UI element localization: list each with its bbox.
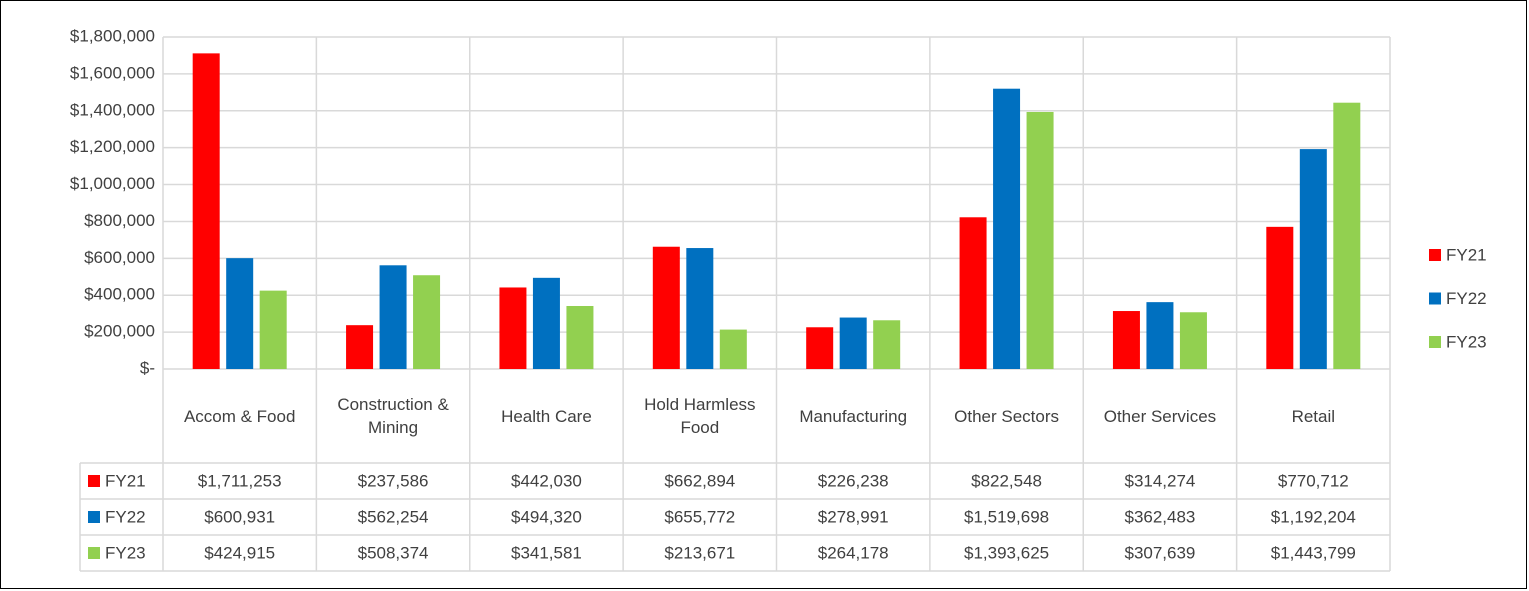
table-legend-key: [88, 475, 100, 487]
bar: [873, 320, 901, 369]
table-cell: $1,393,625: [964, 543, 1049, 562]
bar: [259, 290, 287, 369]
bar: [346, 325, 374, 369]
table-cell: $770,712: [1278, 471, 1349, 490]
legend-label: FY22: [1446, 289, 1487, 308]
bar: [532, 277, 560, 369]
bar: [499, 287, 527, 369]
x-tick-label-box: Hold Harmless Food: [644, 395, 756, 437]
table-cell: $655,772: [664, 507, 735, 526]
table-cell: $1,192,204: [1271, 507, 1356, 526]
bar: [839, 317, 867, 369]
x-tick-label-box: Other Sectors: [954, 406, 1059, 426]
bar: [1299, 149, 1327, 369]
x-tick-label: Manufacturing: [799, 406, 908, 426]
x-tick-label: Hold Harmless Food: [644, 395, 756, 437]
table-cell: $1,711,253: [198, 471, 282, 490]
x-tick-label-box: Retail: [1291, 406, 1336, 426]
table-cell: $1,443,799: [1271, 543, 1356, 562]
y-tick-label: $1,400,000: [70, 100, 155, 119]
table-cell: $264,178: [818, 543, 889, 562]
y-tick-label: $400,000: [84, 285, 155, 304]
table-cell: $362,483: [1124, 507, 1195, 526]
table-cell: $1,519,698: [964, 507, 1049, 526]
bar: [686, 248, 714, 369]
table-cell: $494,320: [511, 507, 582, 526]
bar: [1146, 302, 1174, 369]
bar: [379, 265, 407, 369]
legend-key: [1429, 336, 1441, 348]
table-legend-key: [88, 547, 100, 559]
table-cell: $662,894: [664, 471, 735, 490]
y-tick-label: $1,000,000: [70, 174, 155, 193]
x-tick-label-box: Accom & Food: [183, 406, 296, 426]
y-tick-label: $600,000: [84, 248, 155, 267]
table-cell: $822,548: [971, 471, 1042, 490]
table-row-header: FY22: [105, 507, 146, 526]
x-tick-label: Retail: [1291, 406, 1336, 426]
x-tick-label-box: Other Services: [1103, 406, 1217, 426]
bar: [413, 275, 441, 369]
bar: [566, 305, 594, 369]
bar: [806, 327, 834, 369]
table-cell: $314,274: [1124, 471, 1195, 490]
table-cell: $562,254: [358, 507, 429, 526]
bar: [192, 53, 220, 369]
bar: [959, 217, 987, 369]
y-tick-label: $200,000: [84, 322, 155, 341]
x-tick-label-box: Construction & Mining: [337, 395, 449, 437]
table-cell: $237,586: [358, 471, 429, 490]
table-cell: $508,374: [358, 543, 429, 562]
bar: [652, 246, 680, 369]
bar: [1179, 312, 1207, 369]
bar: [993, 88, 1021, 370]
table-cell: $341,581: [511, 543, 582, 562]
table-row-header: FY21: [105, 471, 146, 490]
table-legend-key: [88, 511, 100, 523]
x-tick-label: Health Care: [501, 406, 592, 426]
bar: [1333, 102, 1361, 370]
table-row-header: FY23: [105, 543, 146, 562]
x-tick-label: Other Sectors: [954, 406, 1059, 426]
bar: [1266, 226, 1294, 369]
table-cell: $226,238: [818, 471, 889, 490]
table-cell: $213,671: [664, 543, 735, 562]
x-tick-label: Construction & Mining: [337, 395, 449, 437]
legend-key: [1429, 249, 1441, 261]
bar: [226, 258, 254, 369]
x-tick-label: Other Services: [1103, 406, 1217, 426]
x-tick-label-box: Health Care: [501, 406, 592, 426]
y-tick-label: $1,200,000: [70, 137, 155, 156]
legend-key: [1429, 292, 1441, 305]
x-tick-label-box: Manufacturing: [799, 406, 908, 426]
table-cell: $442,030: [511, 471, 582, 490]
y-tick-label: $1,800,000: [70, 26, 155, 45]
table-cell: $424,915: [204, 543, 275, 562]
x-tick-label: Accom & Food: [183, 406, 296, 426]
bar: [1026, 111, 1054, 369]
y-tick-label: $-: [140, 358, 155, 377]
bar: [719, 329, 747, 369]
table-cell: $307,639: [1124, 543, 1195, 562]
legend-label: FY23: [1446, 332, 1487, 351]
table-cell: $600,931: [204, 507, 275, 526]
y-tick-label: $800,000: [84, 211, 155, 230]
bar: [1112, 311, 1140, 369]
legend-label: FY21: [1446, 245, 1487, 264]
table-cell: $278,991: [818, 507, 889, 526]
y-tick-label: $1,600,000: [70, 63, 155, 82]
